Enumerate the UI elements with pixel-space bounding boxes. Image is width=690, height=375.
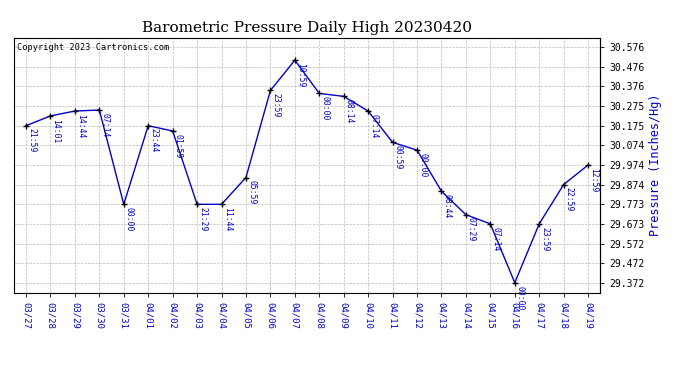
Text: 22:59: 22:59 — [564, 188, 573, 212]
Text: 01:59: 01:59 — [174, 134, 183, 158]
Text: Copyright 2023 Cartronics.com: Copyright 2023 Cartronics.com — [17, 43, 169, 52]
Text: 00:00: 00:00 — [125, 207, 134, 231]
Text: 14:01: 14:01 — [52, 119, 61, 143]
Text: 07:29: 07:29 — [467, 217, 476, 242]
Text: 08:44: 08:44 — [442, 194, 451, 218]
Text: 23:59: 23:59 — [271, 93, 280, 118]
Text: 23:44: 23:44 — [149, 129, 158, 153]
Text: 07:14: 07:14 — [369, 114, 378, 138]
Text: 07:14: 07:14 — [491, 226, 500, 251]
Text: 00:00: 00:00 — [418, 153, 427, 177]
Text: 12:59: 12:59 — [589, 168, 598, 192]
Text: 00:00: 00:00 — [516, 285, 525, 310]
Y-axis label: Pressure (Inches/Hg): Pressure (Inches/Hg) — [649, 94, 662, 236]
Text: 07:14: 07:14 — [100, 113, 110, 137]
Text: 08:14: 08:14 — [345, 99, 354, 123]
Text: 10:59: 10:59 — [296, 63, 305, 87]
Text: 14:44: 14:44 — [76, 114, 85, 138]
Text: 11:44: 11:44 — [223, 207, 232, 231]
Text: 23:59: 23:59 — [540, 226, 549, 251]
Title: Barometric Pressure Daily High 20230420: Barometric Pressure Daily High 20230420 — [142, 21, 472, 35]
Text: 05:59: 05:59 — [247, 180, 256, 205]
Text: 21:59: 21:59 — [27, 129, 36, 153]
Text: 21:29: 21:29 — [198, 207, 207, 231]
Text: 00:00: 00:00 — [320, 96, 329, 121]
Text: 00:59: 00:59 — [393, 145, 403, 170]
